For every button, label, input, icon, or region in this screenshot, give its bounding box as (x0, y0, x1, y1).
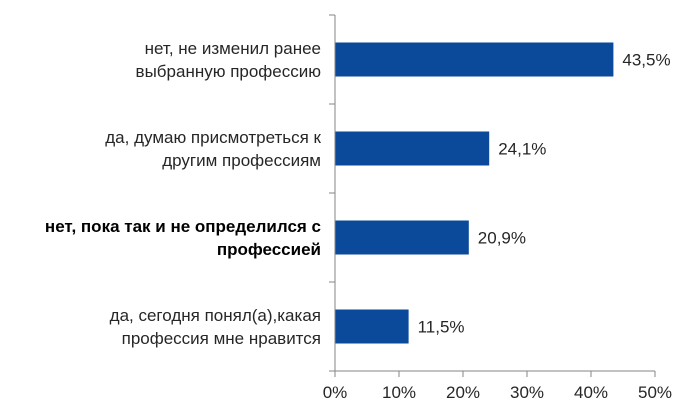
bar-4 (335, 309, 409, 344)
category-label-4-line-2: профессия мне нравится (122, 329, 321, 348)
category-label-2-line-1: да, думаю присмотреться к (105, 128, 321, 147)
value-label-1: 43,5% (622, 51, 670, 70)
x-tick-label-0: 0% (323, 383, 348, 402)
value-label-2: 24,1% (498, 140, 546, 159)
x-tick-label-3: 30% (510, 383, 544, 402)
category-label-1-line-1: нет, не изменил ранее (145, 39, 321, 58)
category-label-4-line-1: да, сегодня понял(а),какая (110, 306, 321, 325)
category-label-1-line-2: выбранную профессию (136, 62, 322, 81)
bar-1 (335, 42, 614, 77)
x-tick-label-5: 50% (638, 383, 672, 402)
category-label-3-line-1: нет, пока так и не определился с (45, 217, 321, 236)
value-label-3: 20,9% (478, 229, 526, 248)
value-label-4: 11,5% (418, 318, 465, 337)
x-tick-label-4: 40% (574, 383, 608, 402)
category-label-3-line-2: профессией (217, 240, 321, 259)
category-label-2-line-2: другим профессиям (162, 151, 321, 170)
x-tick-label-2: 20% (446, 383, 480, 402)
bar-2 (335, 131, 490, 166)
bar-3 (335, 220, 469, 255)
x-tick-label-1: 10% (382, 383, 416, 402)
